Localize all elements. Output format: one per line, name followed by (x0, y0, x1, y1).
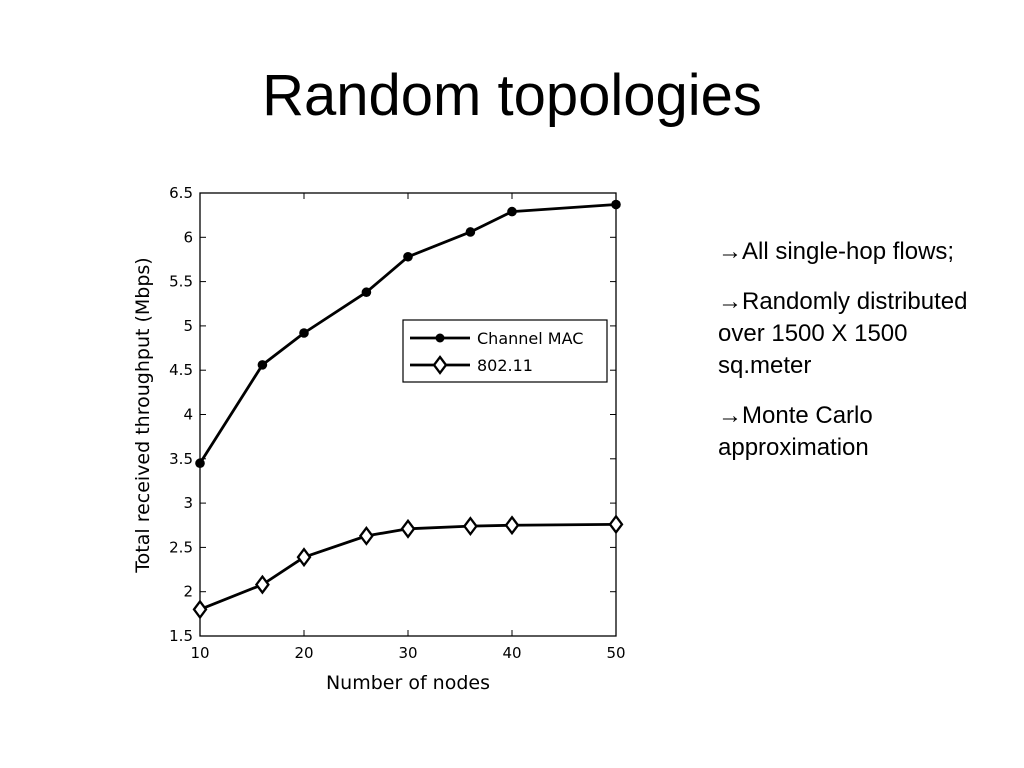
y-tick-label: 5.5 (169, 273, 193, 291)
legend-box (402, 319, 608, 383)
y-tick-label: 4 (183, 406, 193, 424)
y-tick-label: 4.5 (169, 361, 193, 379)
data-point (611, 199, 621, 210)
data-point (507, 206, 517, 217)
bullet-item: →Monte Carlo approximation (718, 400, 968, 464)
legend-marker-channel-mac (435, 333, 445, 343)
legend: Channel MAC 802.11 (402, 319, 608, 383)
data-point (504, 515, 520, 536)
data-point (195, 458, 205, 469)
arrow-icon: → (718, 238, 742, 265)
data-point (192, 599, 208, 620)
y-axis-label: Total received throughput (Mbps) (132, 257, 154, 573)
y-tick-label: 3 (183, 494, 193, 512)
data-point (465, 227, 476, 237)
legend-label-channel-mac: Channel MAC (477, 329, 583, 348)
x-tick-label: 30 (398, 644, 417, 662)
y-tick-label: 6 (183, 228, 193, 246)
arrow-icon: → (718, 288, 742, 315)
data-point (254, 574, 270, 595)
data-point (400, 518, 416, 539)
bullet-list: →All single-hop flows; →Randomly distrib… (718, 236, 968, 482)
series-markers (192, 199, 624, 620)
data-point (299, 328, 309, 338)
data-point (462, 516, 478, 537)
y-tick-label: 1.5 (169, 627, 193, 645)
y-tick-label: 5 (183, 317, 193, 335)
slide-title: Random topologies (262, 63, 762, 128)
x-tick-label: 20 (294, 644, 313, 662)
bullet-text: Monte Carlo approximation (718, 402, 873, 461)
x-tick-label: 40 (502, 644, 521, 662)
x-tick-label: 10 (190, 644, 209, 662)
x-axis-label: Number of nodes (326, 672, 490, 694)
data-point (403, 251, 413, 262)
y-tick-label: 2.5 (169, 538, 193, 556)
arrow-icon: → (718, 402, 742, 429)
y-tick-label: 6.5 (169, 184, 193, 202)
data-point (361, 287, 372, 298)
legend-label-802-11: 802.11 (477, 356, 533, 375)
data-point (358, 525, 374, 546)
y-tick-label: 2 (183, 583, 193, 601)
bullet-text: All single-hop flows; (742, 238, 955, 265)
x-tick-label: 50 (606, 644, 625, 662)
legend-marker-802-11 (432, 355, 448, 375)
series-line-0 (198, 203, 617, 464)
y-tick-label: 3.5 (169, 450, 193, 468)
data-point (296, 547, 312, 568)
bullet-item: →Randomly distributed over 1500 X 1500 s… (718, 286, 968, 382)
bullet-text: Randomly distributed over 1500 X 1500 sq… (718, 288, 968, 379)
data-point (608, 514, 624, 535)
axis-ticks: 10 20 30 40 50 1.5 2 2.5 3 3.5 4 4.5 5 5.5 6 6.5 (169, 184, 625, 662)
series-lines (198, 203, 617, 611)
data-point (257, 360, 268, 370)
throughput-chart: 10 20 30 40 50 1.5 2 2.5 3 3.5 4 4.5 5 5.5 6 6.5 Number… (132, 184, 626, 694)
bullet-item: →All single-hop flows; (718, 236, 968, 268)
